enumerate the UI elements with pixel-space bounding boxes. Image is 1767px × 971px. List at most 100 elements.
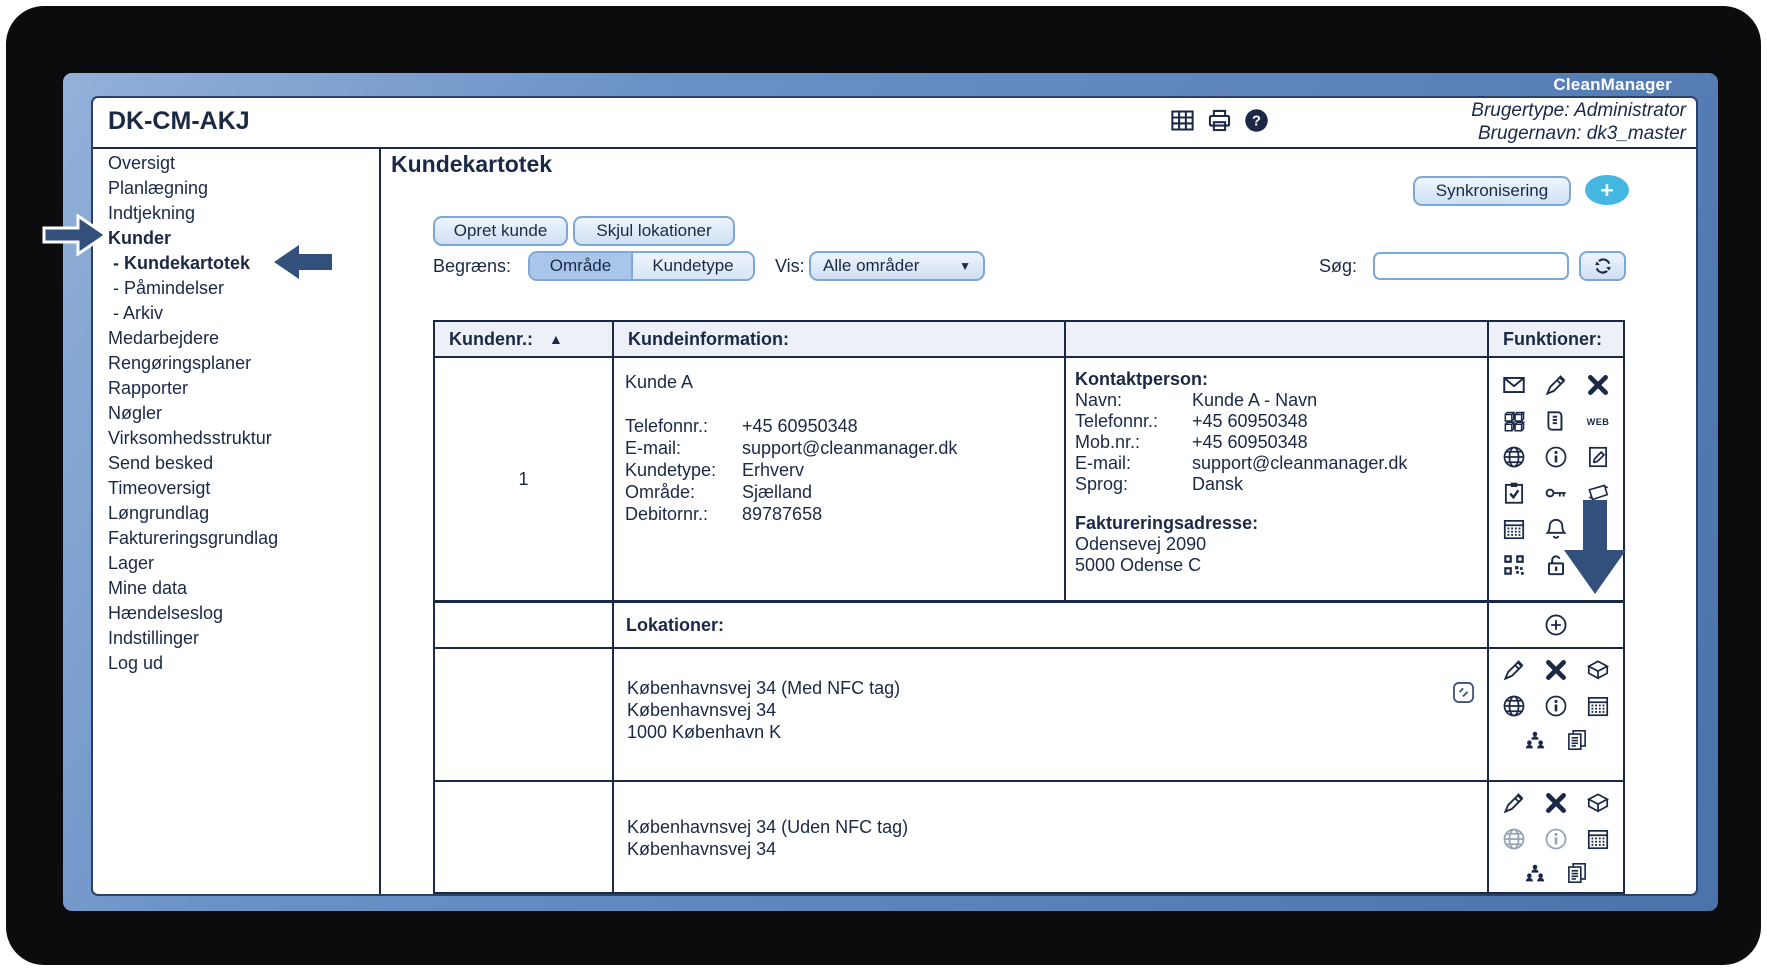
inventory-cubes-icon[interactable] (1501, 408, 1527, 434)
customer-name: Kunde A (625, 372, 694, 392)
field-value: +45 60950348 (1192, 411, 1308, 431)
field-value: Sjælland (742, 482, 813, 502)
billing-line: Odensevej 2090 (1075, 534, 1207, 554)
sidebar-item-kunder[interactable]: Kunder (108, 228, 171, 248)
billing-line: 5000 Odense C (1075, 555, 1202, 575)
sidebar-item-medarbejdere[interactable]: Medarbejdere (108, 328, 220, 348)
header-divider (93, 147, 1696, 149)
edit-icon[interactable] (1543, 372, 1569, 398)
web-icon[interactable] (1585, 408, 1611, 434)
sidebar-item-faktureringsgrundlag[interactable]: Faktureringsgrundlag (108, 528, 279, 548)
checklist-icon[interactable] (1501, 480, 1527, 506)
sidebar-item-log-ud[interactable]: Log ud (108, 653, 164, 673)
sidebar-item-rengoeringsplaner[interactable]: Rengøringsplaner (108, 353, 252, 373)
column-header-kundenr-label: Kundenr.: (449, 328, 533, 349)
sidebar-item-arkiv[interactable]: - Arkiv (113, 303, 164, 323)
header-toolbar (1169, 107, 1270, 134)
sidebar-item-rapporter[interactable]: Rapporter (108, 378, 189, 398)
limit-segmented-control: Område Kundetype (528, 251, 755, 281)
location-line: Københavnsvej 34 (Med NFC tag) (627, 678, 901, 698)
sidebar-item-send-besked[interactable]: Send besked (108, 453, 214, 473)
search-input[interactable] (1373, 252, 1569, 280)
sort-asc-icon[interactable]: ▲ (549, 331, 563, 347)
sidebar-item-indstillinger[interactable]: Indstillinger (108, 628, 200, 648)
field-value: support@cleanmanager.dk (742, 438, 958, 458)
field-value: +45 60950348 (1192, 432, 1308, 452)
ledger-icon[interactable] (1543, 408, 1569, 434)
segment-kundetype[interactable]: Kundetype (631, 253, 753, 279)
sync-button[interactable]: Synkronisering (1413, 176, 1571, 206)
column-header-empty (1064, 322, 1487, 358)
field-value: Erhverv (742, 460, 805, 480)
location-function-row (1489, 860, 1623, 886)
sidebar-item-indtjekning[interactable]: Indtjekning (108, 203, 196, 223)
add-customer-plus-button[interactable]: + (1585, 175, 1629, 205)
sidebar-item-haendelseslog[interactable]: Hændelseslog (108, 603, 224, 623)
hide-locations-button[interactable]: Skjul lokationer (573, 216, 735, 246)
documents-icon[interactable] (1564, 727, 1590, 753)
company-title: DK-CM-AKJ (108, 107, 250, 135)
calendar-icon[interactable] (1501, 516, 1527, 542)
locations-header-label: Lokationer: (612, 603, 1487, 647)
table-view-icon[interactable] (1169, 107, 1196, 134)
refresh-icon (1592, 255, 1614, 277)
sidebar-item-noegler[interactable]: Nøgler (108, 403, 163, 423)
delete-icon[interactable] (1543, 657, 1569, 683)
delete-icon[interactable] (1543, 790, 1569, 816)
refresh-button[interactable] (1579, 251, 1626, 281)
show-label: Vis: (775, 256, 805, 276)
customer-contact-cell: Kontaktperson: Navn: Kunde A - Navn Telef… (1064, 358, 1487, 600)
sidebar-item-mine-data[interactable]: Mine data (108, 578, 188, 598)
help-icon[interactable] (1243, 107, 1270, 134)
user-info: Brugertype: Administrator Brugernavn: dk… (1471, 99, 1686, 145)
location-line: Københavnsvej 34 (Uden NFC tag) (627, 817, 909, 837)
calendar-icon[interactable] (1585, 693, 1611, 719)
location-line: 1000 København K (627, 722, 782, 742)
add-location-icon[interactable] (1543, 612, 1569, 638)
segment-omraade[interactable]: Område (530, 253, 631, 279)
location-line: Københavnsvej 34 (627, 700, 777, 720)
note-edit-icon[interactable] (1585, 444, 1611, 470)
info-icon[interactable] (1543, 693, 1569, 719)
globe-icon[interactable] (1501, 693, 1527, 719)
sidebar-item-loengrundlag[interactable]: Løngrundlag (108, 503, 210, 523)
field-value: 89787658 (742, 504, 823, 524)
field-label: Telefonnr.: (1075, 411, 1159, 431)
sidebar-item-timeoversigt[interactable]: Timeoversigt (108, 478, 211, 498)
create-customer-button[interactable]: Opret kunde (433, 216, 568, 246)
delete-icon[interactable] (1585, 372, 1611, 398)
sidebar-item-lager[interactable]: Lager (108, 553, 155, 573)
user-name: Brugernavn: dk3_master (1477, 123, 1686, 144)
area-dropdown[interactable]: Alle områder ▼ (809, 251, 985, 281)
sidebar-item-kundekartotek[interactable]: - Kundekartotek (113, 253, 251, 273)
info-icon[interactable] (1543, 444, 1569, 470)
people-icon[interactable] (1522, 860, 1548, 886)
sidebar-item-virksomhedsstruktur[interactable]: Virksomhedsstruktur (108, 428, 272, 448)
field-label: Mob.nr.: (1075, 432, 1141, 452)
documents-icon[interactable] (1564, 860, 1590, 886)
sidebar-item-planlaegning[interactable]: Planlægning (108, 178, 209, 198)
people-icon[interactable] (1522, 727, 1548, 753)
calendar-icon[interactable] (1585, 826, 1611, 852)
print-icon[interactable] (1206, 107, 1233, 134)
field-value: support@cleanmanager.dk (1192, 453, 1408, 473)
sidebar-item-oversigt[interactable]: Oversigt (108, 153, 176, 173)
location-row: Københavnsvej 34 (Med NFC tag) København… (435, 647, 1623, 780)
field-value: +45 60950348 (742, 416, 858, 436)
box-icon[interactable] (1585, 657, 1611, 683)
edit-icon[interactable] (1501, 657, 1527, 683)
column-header-kundeinformation-label: Kundeinformation: (628, 328, 789, 349)
presentation-frame: CleanManager DK-CM-AKJ Brugertype: Admin… (6, 6, 1761, 965)
field-label: E-mail: (625, 438, 682, 458)
sidebar-item-paamindelser[interactable]: - Påmindelser (113, 278, 225, 298)
globe-icon[interactable] (1501, 444, 1527, 470)
email-icon[interactable] (1501, 372, 1527, 398)
box-icon[interactable] (1585, 790, 1611, 816)
location-function-grid (1489, 649, 1623, 721)
field-label: Område: (625, 482, 696, 502)
search-label: Søg: (1319, 256, 1358, 276)
edit-icon[interactable] (1501, 790, 1527, 816)
annotation-arrow-left (274, 245, 332, 279)
qr-code-icon[interactable] (1501, 552, 1527, 578)
